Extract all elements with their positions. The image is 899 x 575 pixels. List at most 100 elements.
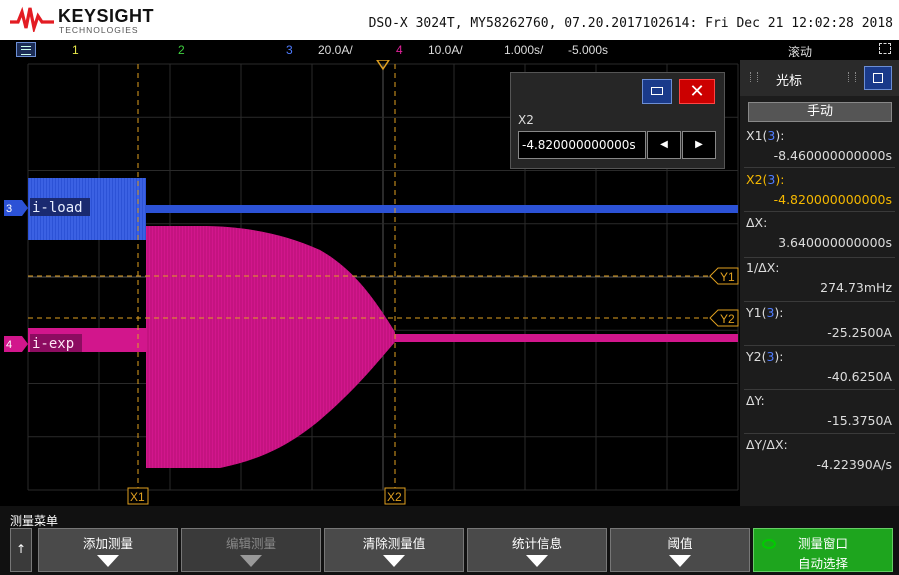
channel-4-label[interactable]: i-exp: [32, 336, 74, 352]
delta-y-over-delta-x-label: ΔY/ΔX:: [746, 437, 788, 452]
cursor-x1-tag[interactable]: X1: [127, 487, 149, 505]
x2-value: -4.820000000000s: [773, 192, 892, 207]
measurement-window-button[interactable]: 测量窗口 自动选择: [753, 528, 893, 572]
x1-readout: X1(3): -8.460000000000s: [746, 128, 894, 163]
channel-2-indicator[interactable]: 2: [178, 43, 185, 57]
cursor-x2-value-input[interactable]: -4.820000000000s: [518, 131, 646, 159]
delta-y-over-delta-x-readout: ΔY/ΔX: -4.22390A/s: [746, 437, 894, 472]
increment-button[interactable]: ▶: [682, 131, 716, 159]
inverse-delta-x-readout: 1/ΔX: 274.73mHz: [746, 260, 894, 295]
inverse-delta-x-label: 1/ΔX:: [746, 260, 780, 275]
cursor-y2-tag-label: Y2: [720, 312, 735, 326]
channel-4-marker-number: 4: [6, 339, 12, 351]
y1-channel: 3: [766, 305, 775, 320]
y2-label: Y2(: [746, 349, 767, 364]
panel-header: 光标: [740, 60, 899, 96]
inverse-delta-x-value: 274.73mHz: [820, 280, 892, 295]
main-menu-button[interactable]: [16, 42, 36, 57]
timebase-scale[interactable]: 1.000s/: [504, 43, 544, 57]
panel-menu-button[interactable]: [864, 66, 892, 90]
edit-measurement-label: 编辑测量: [225, 536, 276, 551]
device-info: DSO-X 3024T, MY58262760, 07.20.201710261…: [368, 16, 893, 31]
menu-up-button[interactable]: ↑: [10, 528, 32, 572]
y1-readout: Y1(3): -25.2500A: [746, 305, 894, 340]
menu-icon: [873, 73, 883, 83]
channel-4-scale[interactable]: 10.0A/: [428, 43, 463, 57]
delta-y-label: ΔY:: [746, 393, 765, 408]
clear-measurements-button[interactable]: 清除测量值: [324, 528, 464, 572]
x1-label: X1(: [746, 128, 768, 143]
dialog-menu-button[interactable]: [642, 79, 672, 104]
drag-handle-icon[interactable]: [848, 72, 856, 82]
divider: [744, 211, 895, 212]
down-arrow-icon: [97, 555, 119, 567]
cursor-x2-dialog: ✕ X2 -4.820000000000s ◀ ▶: [510, 72, 725, 169]
keysight-logo: KEYSIGHT TECHNOLOGIES: [10, 6, 170, 36]
dialog-close-button[interactable]: ✕: [679, 79, 715, 104]
cursors: [28, 64, 718, 490]
divider: [744, 167, 895, 168]
statistics-button[interactable]: 统计信息: [467, 528, 607, 572]
cursor-y1-tag-label: Y1: [720, 270, 735, 284]
softkey-menu: 测量菜单 ↑ 添加测量 编辑测量 清除测量值 统计信息 阈值 测量窗口 自动选择: [0, 506, 899, 575]
x2-label-end: ):: [775, 172, 785, 187]
clear-measurements-label: 清除测量值: [362, 536, 426, 551]
add-measurement-label: 添加测量: [82, 536, 133, 551]
time-delay[interactable]: -5.000s: [568, 43, 609, 57]
divider: [744, 257, 895, 258]
divider: [744, 433, 895, 434]
edit-measurement-button[interactable]: 编辑测量: [181, 528, 321, 572]
channel-3-ground-marker[interactable]: 3: [4, 200, 28, 216]
channel-4-indicator[interactable]: 4: [396, 43, 403, 57]
x2-channel: 3: [767, 172, 776, 187]
x2-label: X2(: [746, 172, 768, 187]
statistics-label: 统计信息: [511, 536, 562, 551]
y2-readout: Y2(3): -40.6250A: [746, 349, 894, 384]
cursor-y2-tag[interactable]: Y2: [709, 309, 739, 327]
waveform-canvas[interactable]: X1 X2 Y1 Y2 3 i-load 4 i-exp: [0, 60, 740, 506]
dialog-cursor-label: X2: [518, 113, 534, 127]
cursor-side-panel: 光标 手动 X1(3): -8.460000000000s X2(3): -4.…: [740, 60, 899, 506]
acquisition-mode: 滚动: [788, 45, 813, 59]
channel-3-indicator[interactable]: 3: [286, 43, 293, 57]
channel-3-label[interactable]: i-load: [32, 200, 83, 216]
down-arrow-icon: [383, 555, 405, 567]
y1-label-end: ):: [774, 305, 784, 320]
measurement-window-value: 自动选择: [797, 556, 848, 571]
cursor-x2-tag[interactable]: X2: [384, 487, 406, 505]
decrement-button[interactable]: ◀: [647, 131, 681, 159]
delta-y-over-delta-x-value: -4.22390A/s: [816, 457, 892, 472]
down-arrow-icon: [240, 555, 262, 567]
cursor-x2-tag-label: X2: [387, 490, 402, 504]
menu-icon: [21, 46, 31, 55]
cursor-y1-tag[interactable]: Y1: [709, 267, 739, 285]
thresholds-button[interactable]: 阈值: [610, 528, 750, 572]
x1-value: -8.460000000000s: [773, 148, 892, 163]
delta-y-readout: ΔY: -15.3750A: [746, 393, 894, 428]
thresholds-label: 阈值: [667, 536, 693, 551]
channel-status-bar: 1 2 3 20.0A/ 4 10.0A/ 1.000s/ -5.000s 滚动: [0, 40, 899, 60]
channel-3-marker-number: 3: [6, 203, 12, 215]
channel-3-scale[interactable]: 20.0A/: [318, 43, 353, 57]
menu-icon: [651, 87, 663, 95]
add-measurement-button[interactable]: 添加测量: [38, 528, 178, 572]
brand-sub: TECHNOLOGIES: [59, 25, 139, 35]
channel-1-indicator[interactable]: 1: [72, 43, 79, 57]
drag-handle-icon[interactable]: [750, 72, 758, 82]
x2-readout: X2(3): -4.820000000000s: [746, 172, 894, 207]
measurement-window-label: 测量窗口: [797, 536, 848, 551]
trigger-position-marker: [376, 60, 390, 71]
y1-value: -25.2500A: [827, 325, 892, 340]
y1-label: Y1(: [746, 305, 767, 320]
channel-4-ground-marker[interactable]: 4: [4, 336, 28, 352]
toggle-icon: [762, 539, 776, 549]
cursor-mode-button[interactable]: 手动: [748, 102, 892, 122]
divider: [744, 389, 895, 390]
delta-x-value: 3.640000000000s: [778, 235, 892, 250]
zoom-box-icon[interactable]: [879, 43, 891, 54]
cursor-x1-tag-label: X1: [130, 490, 145, 504]
divider: [744, 301, 895, 302]
y2-value: -40.6250A: [827, 369, 892, 384]
brand-name: KEYSIGHT: [58, 6, 155, 26]
y2-label-end: ):: [774, 349, 784, 364]
